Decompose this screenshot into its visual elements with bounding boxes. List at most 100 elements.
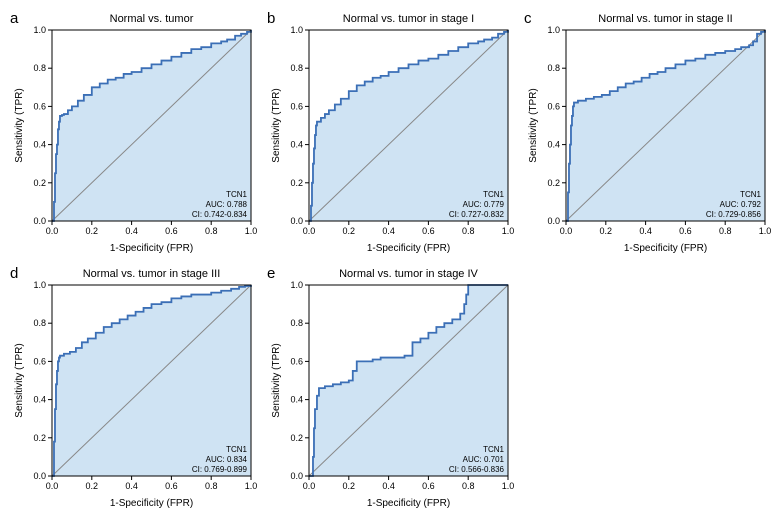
stat-line: TCN1 — [483, 190, 504, 199]
y-tick-label: 0.6 — [33, 356, 46, 366]
x-tick-label: 0.2 — [86, 226, 99, 236]
y-tick-label: 0.4 — [290, 140, 303, 150]
y-tick-label: 0.0 — [290, 471, 303, 481]
y-tick-label: 0.4 — [547, 140, 560, 150]
y-tick-label: 0.6 — [290, 101, 303, 111]
chart-title: Normal vs. tumor in stage II — [598, 13, 733, 25]
stat-line: AUC: 0.701 — [463, 455, 505, 464]
x-tick-label: 0.8 — [205, 226, 218, 236]
chart-title: Normal vs. tumor — [110, 13, 194, 25]
x-tick-label: 0.6 — [165, 226, 178, 236]
panel-empty — [524, 265, 773, 512]
x-axis-title: 1-Specificity (FPR) — [110, 498, 193, 509]
x-tick-label: 0.6 — [422, 226, 435, 236]
x-axis-title: 1-Specificity (FPR) — [367, 498, 450, 509]
x-tick-label: 0.2 — [343, 481, 356, 491]
panel-d: d Normal vs. tumor in stage III 0.00.0 0.2 0… — [10, 265, 259, 512]
panel-b: bNormal vs. tumor in stage I0.00.00.20.2… — [267, 10, 516, 257]
y-tick-label: 0.8 — [290, 63, 303, 73]
y-tick-label: 1.0 — [290, 280, 303, 290]
chart-title: Normal vs. tumor in stage III — [83, 268, 221, 280]
panel-letter: a — [10, 10, 18, 27]
stat-line: TCN1 — [226, 445, 247, 454]
y-tick-label: 0.6 — [547, 101, 560, 111]
panel-c: c Normal vs. tumor in stage II 0.00.0 0.2 0.… — [524, 10, 773, 257]
x-tick-label: 0.2 — [600, 226, 613, 236]
x-tick-label: 0.0 — [46, 226, 59, 236]
y-tick-label: 0.4 — [290, 395, 303, 405]
y-tick-label: 0.4 — [33, 395, 46, 405]
x-tick-label: 1.0 — [245, 481, 258, 491]
x-tick-label: 0.2 — [343, 226, 356, 236]
panel-letter: d — [10, 265, 18, 282]
x-tick-label: 0.0 — [560, 226, 573, 236]
stat-line: AUC: 0.834 — [206, 455, 248, 464]
panel-e: e Normal vs. tumor in stage IV 0.00.0 0.2 0.… — [267, 265, 516, 512]
roc-svg-b: Normal vs. tumor in stage I0.00.00.20.20… — [267, 10, 516, 257]
x-tick-label: 0.6 — [679, 226, 692, 236]
y-tick-label: 0.6 — [290, 356, 303, 366]
stat-line: AUC: 0.788 — [206, 200, 248, 209]
stat-line: CI: 0.742-0.834 — [192, 210, 248, 219]
y-tick-label: 0.2 — [290, 433, 303, 443]
chart-title: Normal vs. tumor in stage IV — [339, 268, 478, 280]
y-axis-title: Sensitivity (TPR) — [14, 343, 25, 417]
y-tick-label: 0.0 — [33, 471, 46, 481]
x-tick-label: 0.6 — [165, 481, 178, 491]
x-tick-label: 0.4 — [125, 481, 138, 491]
x-tick-label: 0.4 — [639, 226, 652, 236]
stat-line: TCN1 — [740, 190, 761, 199]
roc-svg-a: Normal vs. tumor 0.00.0 0.2 0.2 0.4 0.4 0.6 0.6… — [10, 10, 259, 257]
y-tick-label: 0.8 — [290, 318, 303, 328]
y-tick-label: 0.4 — [33, 140, 46, 150]
x-tick-label: 0.6 — [422, 481, 435, 491]
x-tick-label: 0.0 — [46, 481, 59, 491]
y-tick-label: 0.2 — [290, 178, 303, 188]
chart-title: Normal vs. tumor in stage I — [343, 13, 474, 25]
stat-line: CI: 0.727-0.832 — [449, 210, 505, 219]
stat-line: CI: 0.729-0.856 — [706, 210, 762, 219]
x-axis-title: 1-Specificity (FPR) — [367, 243, 450, 254]
x-tick-label: 0.8 — [462, 481, 475, 491]
y-tick-label: 1.0 — [547, 25, 560, 35]
x-tick-label: 0.0 — [303, 481, 316, 491]
panel-a: a Normal vs. tumor 0.00.0 0.2 0.2 0.4 0.4 0.6 0.… — [10, 10, 259, 257]
x-axis-title: 1-Specificity (FPR) — [110, 243, 193, 254]
roc-svg-e: Normal vs. tumor in stage IV 0.00.0 0.2 0.2… — [267, 265, 516, 512]
x-tick-label: 0.8 — [205, 481, 218, 491]
y-tick-label: 0.2 — [33, 178, 46, 188]
y-tick-label: 0.2 — [33, 433, 46, 443]
stat-line: AUC: 0.779 — [463, 200, 505, 209]
stat-line: AUC: 0.792 — [720, 200, 762, 209]
y-tick-label: 0.8 — [547, 63, 560, 73]
x-tick-label: 1.0 — [502, 226, 515, 236]
roc-panel-grid: aNormal vs. tumor0.00.00.20.20.40.40.60.… — [10, 10, 767, 512]
stat-line: CI: 0.769-0.899 — [192, 465, 248, 474]
x-tick-label: 0.2 — [86, 481, 99, 491]
y-tick-label: 1.0 — [33, 25, 46, 35]
y-tick-label: 0.0 — [33, 216, 46, 226]
x-tick-label: 0.8 — [462, 226, 475, 236]
y-axis-title: Sensitivity (TPR) — [14, 88, 25, 162]
roc-svg-d: Normal vs. tumor in stage III 0.00.0 0.2 0.… — [10, 265, 259, 512]
stat-line: TCN1 — [483, 445, 504, 454]
x-axis-title: 1-Specificity (FPR) — [624, 243, 707, 254]
y-axis-title: Sensitivity (TPR) — [271, 88, 282, 162]
y-tick-label: 0.2 — [547, 178, 560, 188]
panel-letter: e — [267, 265, 275, 282]
y-tick-label: 0.8 — [33, 318, 46, 328]
x-tick-label: 0.4 — [382, 481, 395, 491]
x-tick-label: 1.0 — [502, 481, 515, 491]
y-tick-label: 1.0 — [290, 25, 303, 35]
x-tick-label: 0.8 — [719, 226, 732, 236]
panel-letter: c — [524, 10, 532, 27]
y-tick-label: 0.6 — [33, 101, 46, 111]
roc-svg-c: Normal vs. tumor in stage II 0.00.0 0.2 0.2… — [524, 10, 773, 257]
y-tick-label: 0.8 — [33, 63, 46, 73]
x-tick-label: 0.0 — [303, 226, 316, 236]
y-axis-title: Sensitivity (TPR) — [528, 88, 539, 162]
y-tick-label: 0.0 — [547, 216, 560, 226]
x-tick-label: 1.0 — [245, 226, 258, 236]
panel-letter: b — [267, 10, 275, 27]
x-tick-label: 0.4 — [125, 226, 138, 236]
